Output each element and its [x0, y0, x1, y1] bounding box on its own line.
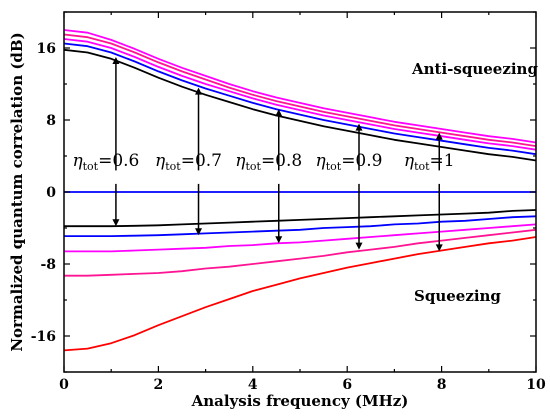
arrow-head	[435, 244, 443, 252]
ticks-layer	[63, 11, 537, 373]
arrow-head	[112, 57, 120, 64]
series-line-1	[64, 29, 536, 144]
arrow-head	[355, 242, 363, 250]
eta-label-4: ηtot=0.9	[316, 151, 383, 173]
eta-label-2: ηtot=0.7	[155, 151, 222, 173]
series-line-3	[64, 38, 536, 151]
eta-label-5: ηtot=1	[404, 151, 455, 173]
arrow-head	[275, 236, 283, 244]
y-tick-label: 8	[46, 113, 56, 129]
eta-label-3: ηtot=0.8	[235, 151, 302, 173]
eta-label-1: ηtot=0.6	[72, 151, 139, 173]
series-line-9	[64, 223, 536, 253]
x-tick-label: 8	[437, 377, 447, 393]
arrow-head	[112, 219, 120, 227]
x-tick-label: 10	[526, 377, 546, 393]
series-line-4	[64, 42, 536, 156]
y-tick-label: -16	[31, 329, 56, 345]
arrow-layer	[112, 57, 443, 252]
series-line-10	[64, 228, 536, 277]
squeezing-annotation: Squeezing	[414, 287, 501, 305]
series-line-8	[64, 215, 536, 238]
eta-label-layer: ηtot=0.6 ηtot=0.7 ηtot=0.8 ηtot=0.9 ηtot=1	[72, 151, 454, 173]
anti-squeezing-annotation: Anti-squeezing	[411, 60, 538, 78]
series-line-11	[64, 236, 536, 352]
series-line-2	[64, 33, 536, 147]
x-axis-title: Analysis frequency (MHz)	[191, 392, 409, 410]
arrow-head	[195, 228, 203, 236]
y-tick-label: 0	[46, 185, 56, 201]
y-tick-label: 16	[37, 41, 56, 57]
series-layer	[64, 29, 536, 352]
arrow-head	[195, 87, 203, 95]
series-line-7	[64, 209, 536, 228]
tick-label-layer: 0 2 4 6 8 10 -16 -8 0 8 16	[31, 41, 546, 393]
arrow-head	[355, 123, 363, 131]
series-line-5	[64, 48, 536, 162]
x-tick-label: 6	[342, 377, 352, 393]
x-tick-label: 2	[154, 377, 164, 393]
x-tick-label: 0	[59, 377, 69, 393]
y-axis-title: Normalized quantum correlation (dB)	[8, 32, 26, 351]
arrow-head	[435, 132, 443, 140]
arrow-head	[275, 109, 283, 117]
x-tick-label: 4	[248, 377, 258, 393]
y-tick-label: -8	[40, 257, 56, 273]
